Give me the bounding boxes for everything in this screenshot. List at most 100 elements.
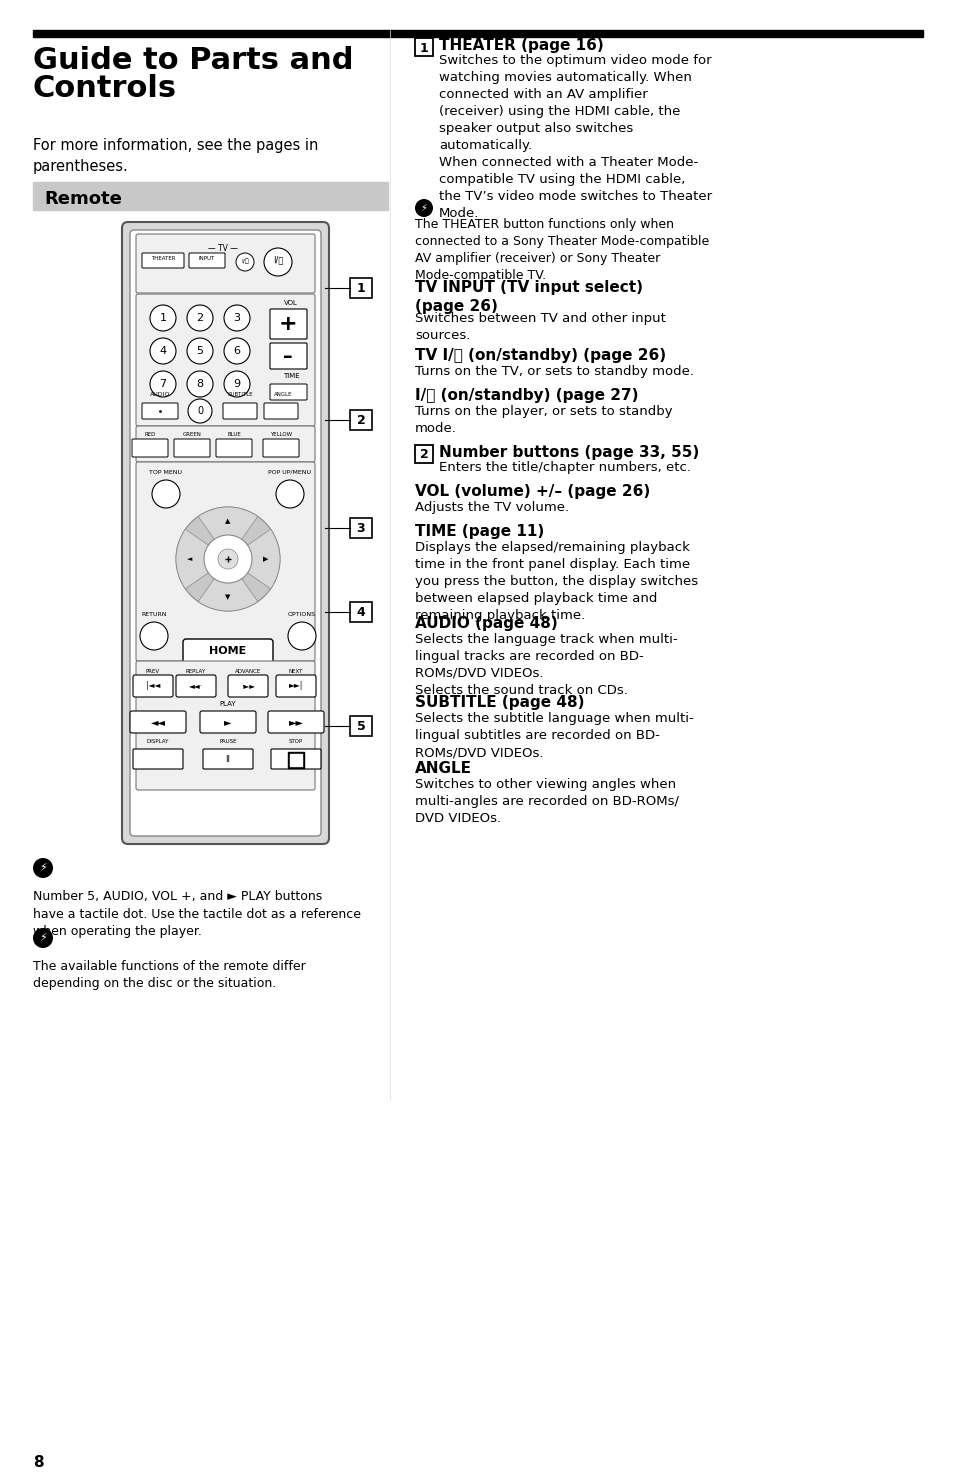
- Bar: [288, 752, 304, 768]
- Text: 2: 2: [419, 448, 428, 461]
- Text: POP UP/MENU: POP UP/MENU: [268, 470, 312, 475]
- Text: 8: 8: [33, 1455, 44, 1470]
- Text: HOME: HOME: [209, 647, 247, 655]
- Circle shape: [204, 535, 252, 583]
- Bar: [33, 182, 388, 211]
- Text: ⚡: ⚡: [39, 863, 47, 873]
- Circle shape: [224, 305, 250, 331]
- Text: ⚡: ⚡: [420, 203, 427, 214]
- Text: Controls: Controls: [33, 74, 177, 102]
- FancyBboxPatch shape: [350, 602, 372, 621]
- Text: Displays the elapsed/remaining playback
time in the front panel display. Each ti: Displays the elapsed/remaining playback …: [415, 541, 698, 621]
- Circle shape: [415, 199, 433, 217]
- FancyBboxPatch shape: [215, 439, 252, 457]
- Text: ▼: ▼: [225, 595, 231, 601]
- FancyBboxPatch shape: [136, 426, 314, 463]
- Text: Switches to other viewing angles when
multi-angles are recorded on BD-ROMs/
DVD : Switches to other viewing angles when mu…: [415, 779, 679, 825]
- Text: THEATER: THEATER: [151, 257, 175, 261]
- Text: Turns on the TV, or sets to standby mode.: Turns on the TV, or sets to standby mode…: [415, 365, 693, 378]
- Circle shape: [218, 549, 237, 569]
- FancyBboxPatch shape: [350, 277, 372, 298]
- Text: ANGLE: ANGLE: [415, 761, 472, 776]
- Circle shape: [33, 928, 53, 948]
- FancyBboxPatch shape: [268, 710, 324, 733]
- Text: ►►|: ►►|: [289, 682, 303, 691]
- FancyBboxPatch shape: [142, 254, 184, 268]
- Circle shape: [140, 621, 168, 650]
- Text: ◄: ◄: [187, 556, 193, 562]
- Text: Adjusts the TV volume.: Adjusts the TV volume.: [415, 501, 569, 515]
- FancyBboxPatch shape: [223, 403, 256, 420]
- FancyBboxPatch shape: [136, 234, 314, 294]
- FancyBboxPatch shape: [350, 716, 372, 736]
- FancyBboxPatch shape: [270, 343, 307, 369]
- Circle shape: [150, 305, 175, 331]
- FancyBboxPatch shape: [132, 749, 183, 770]
- Text: PREV: PREV: [146, 669, 160, 673]
- FancyBboxPatch shape: [136, 661, 314, 790]
- Text: ◄◄: ◄◄: [151, 716, 165, 727]
- FancyBboxPatch shape: [189, 254, 225, 268]
- Text: Switches to the optimum video mode for
watching movies automatically. When
conne: Switches to the optimum video mode for w…: [438, 53, 711, 219]
- Text: For more information, see the pages in
parentheses.: For more information, see the pages in p…: [33, 138, 318, 174]
- Text: 3: 3: [356, 522, 365, 534]
- Text: Number buttons (page 33, 55): Number buttons (page 33, 55): [438, 445, 699, 460]
- Text: STOP: STOP: [289, 739, 303, 744]
- Bar: [290, 753, 302, 767]
- Circle shape: [224, 338, 250, 363]
- Circle shape: [224, 371, 250, 397]
- Text: 7: 7: [159, 380, 167, 389]
- Circle shape: [187, 305, 213, 331]
- FancyBboxPatch shape: [350, 518, 372, 538]
- Text: TV INPUT (TV input select)
(page 26): TV INPUT (TV input select) (page 26): [415, 280, 642, 314]
- FancyBboxPatch shape: [175, 675, 215, 697]
- Text: I/⏻: I/⏻: [241, 258, 249, 264]
- Text: 4: 4: [159, 346, 167, 356]
- FancyBboxPatch shape: [130, 710, 186, 733]
- Text: PAUSE: PAUSE: [219, 739, 236, 744]
- Wedge shape: [198, 507, 257, 559]
- Circle shape: [288, 621, 315, 650]
- Text: ANGLE: ANGLE: [274, 392, 292, 397]
- Text: ▶: ▶: [263, 556, 269, 562]
- Text: TIME (page 11): TIME (page 11): [415, 523, 543, 538]
- Text: 2: 2: [196, 313, 203, 323]
- Text: RETURN: RETURN: [141, 612, 167, 617]
- Bar: [33, 30, 923, 37]
- Text: VOL: VOL: [284, 300, 297, 305]
- Text: REPLAY: REPLAY: [186, 669, 206, 673]
- FancyBboxPatch shape: [275, 675, 315, 697]
- Text: ►►: ►►: [288, 716, 303, 727]
- Text: TIME: TIME: [282, 374, 299, 380]
- Text: Remote: Remote: [44, 190, 122, 208]
- Text: 9: 9: [233, 380, 240, 389]
- Text: PLAY: PLAY: [219, 701, 236, 707]
- Circle shape: [33, 859, 53, 878]
- Text: II: II: [225, 755, 231, 765]
- Text: YELLOW: YELLOW: [270, 432, 292, 437]
- FancyBboxPatch shape: [264, 403, 297, 420]
- Text: DISPLAY: DISPLAY: [147, 739, 169, 744]
- Text: Selects the language track when multi-
lingual tracks are recorded on BD-
ROMs/D: Selects the language track when multi- l…: [415, 633, 677, 697]
- Text: Turns on the player, or sets to standby
mode.: Turns on the player, or sets to standby …: [415, 405, 672, 435]
- Text: –: –: [283, 347, 293, 365]
- FancyBboxPatch shape: [136, 463, 314, 661]
- Text: The THEATER button functions only when
connected to a Sony Theater Mode-compatib: The THEATER button functions only when c…: [415, 218, 708, 282]
- Text: Enters the title/chapter numbers, etc.: Enters the title/chapter numbers, etc.: [438, 461, 690, 475]
- Circle shape: [264, 248, 292, 276]
- Text: 4: 4: [356, 605, 365, 618]
- FancyBboxPatch shape: [415, 39, 433, 56]
- FancyBboxPatch shape: [203, 749, 253, 770]
- Circle shape: [235, 254, 253, 271]
- Text: THEATER (page 16): THEATER (page 16): [438, 39, 603, 53]
- Text: Guide to Parts and: Guide to Parts and: [33, 46, 354, 76]
- Text: 2: 2: [356, 414, 365, 427]
- Text: RED: RED: [144, 432, 155, 437]
- Text: +: +: [278, 314, 297, 334]
- Text: 1: 1: [159, 313, 167, 323]
- FancyBboxPatch shape: [271, 749, 320, 770]
- Wedge shape: [175, 529, 228, 589]
- Text: I/⏻ (on/standby) (page 27): I/⏻ (on/standby) (page 27): [415, 389, 638, 403]
- Text: |◄◄: |◄◄: [146, 682, 160, 691]
- Text: ADVANCE: ADVANCE: [234, 669, 261, 673]
